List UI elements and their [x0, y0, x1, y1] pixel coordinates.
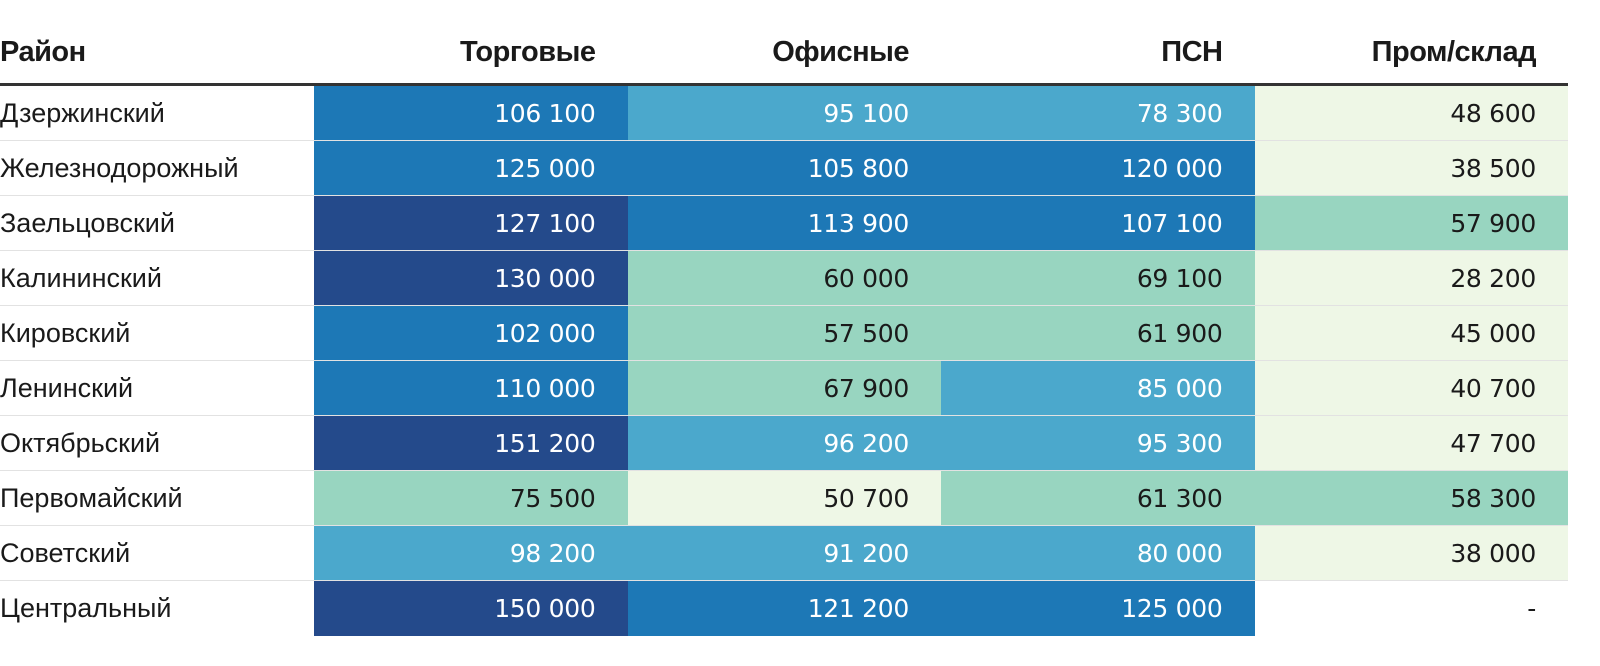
heatmap-cell-industrial-warehouse: 58 300	[1254, 471, 1568, 525]
heatmap-cell-retail: 125 000	[314, 141, 628, 195]
heatmap-cell-retail: 150 000	[314, 581, 628, 636]
heatmap-cell-office: 60 000	[627, 251, 941, 305]
table-row: Заельцовский 127 100 113 900 107 100 57 900	[0, 196, 1568, 251]
district-name-cell: Советский	[0, 526, 314, 580]
heatmap-cell-psn: 61 900	[941, 306, 1255, 360]
heatmap-cell-psn: 80 000	[941, 526, 1255, 580]
column-header-psn: ПСН	[1161, 36, 1223, 68]
heatmap-cell-office: 57 500	[627, 306, 941, 360]
heatmap-cell-psn: 61 300	[941, 471, 1255, 525]
heatmap-cell-retail: 102 000	[314, 306, 628, 360]
heatmap-cell-psn: 125 000	[941, 581, 1255, 636]
heatmap-cell-psn: 107 100	[941, 196, 1255, 250]
heatmap-cell-office: 95 100	[627, 86, 941, 140]
heatmap-cell-industrial-warehouse: 38 000	[1254, 526, 1568, 580]
table-row: Октябрьский 151 200 96 200 95 300 47 700	[0, 416, 1568, 471]
heatmap-cell-psn: 78 300	[941, 86, 1255, 140]
heatmap-cell-retail: 151 200	[314, 416, 628, 470]
heatmap-cell-office: 105 800	[627, 141, 941, 195]
heatmap-cell-office: 96 200	[627, 416, 941, 470]
table-row: Первомайский 75 500 50 700 61 300 58 300	[0, 471, 1568, 526]
district-name-cell: Калининский	[0, 251, 314, 305]
heatmap-cell-retail: 75 500	[314, 471, 628, 525]
column-header-retail: Торговые	[460, 36, 596, 68]
heatmap-cell-psn: 120 000	[941, 141, 1255, 195]
heatmap-cell-office: 50 700	[627, 471, 941, 525]
table-row: Дзержинский 106 100 95 100 78 300 48 600	[0, 86, 1568, 141]
heatmap-cell-psn: 85 000	[941, 361, 1255, 415]
heatmap-cell-industrial-warehouse: 40 700	[1254, 361, 1568, 415]
heatmap-cell-retail: 98 200	[314, 526, 628, 580]
district-name-cell: Дзержинский	[0, 86, 314, 140]
district-name-cell: Первомайский	[0, 471, 314, 525]
table-header: Район Торговые Офисные ПСН Пром/склад	[0, 18, 1568, 86]
heatmap-cell-industrial-warehouse: 47 700	[1254, 416, 1568, 470]
heatmap-cell-office: 67 900	[627, 361, 941, 415]
table-body: Дзержинский 106 100 95 100 78 300 48 600 Желе…	[0, 86, 1568, 636]
heatmap-cell-industrial-warehouse: 48 600	[1254, 86, 1568, 140]
table-row: Центральный 150 000 121 200 125 000-	[0, 581, 1568, 636]
district-name-cell: Железнодорожный	[0, 141, 314, 195]
district-name-cell: Октябрьский	[0, 416, 314, 470]
table-row: Калининский 130 000 60 000 69 100 28 200	[0, 251, 1568, 306]
heatmap-cell-industrial-warehouse: 45 000	[1254, 306, 1568, 360]
table-row: Советский 98 200 91 200 80 000 38 000	[0, 526, 1568, 581]
heatmap-cell-psn: 95 300	[941, 416, 1255, 470]
column-header-district: Район	[0, 36, 86, 68]
heatmap-cell-industrial-warehouse: 38 500	[1254, 141, 1568, 195]
heatmap-cell-office: 113 900	[627, 196, 941, 250]
column-header-industrial-warehouse: Пром/склад	[1371, 36, 1537, 68]
district-name-cell: Кировский	[0, 306, 314, 360]
heatmap-cell-retail: 106 100	[314, 86, 628, 140]
district-name-cell: Заельцовский	[0, 196, 314, 250]
heatmap-cell-industrial-warehouse: 28 200	[1254, 251, 1568, 305]
district-name-cell: Ленинский	[0, 361, 314, 415]
heatmap-cell-industrial-warehouse: -	[1254, 581, 1568, 636]
column-header-office: Офисные	[772, 36, 909, 68]
table-row: Кировский 102 000 57 500 61 900 45 000	[0, 306, 1568, 361]
heatmap-cell-retail: 127 100	[314, 196, 628, 250]
heatmap-cell-industrial-warehouse: 57 900	[1254, 196, 1568, 250]
heatmap-cell-office: 91 200	[627, 526, 941, 580]
heatmap-cell-office: 121 200	[627, 581, 941, 636]
heatmap-cell-psn: 69 100	[941, 251, 1255, 305]
heatmap-cell-retail: 110 000	[314, 361, 628, 415]
table-row: Железнодорожный 125 000 105 800 120 000 38 5…	[0, 141, 1568, 196]
heatmap-cell-retail: 130 000	[314, 251, 628, 305]
district-name-cell: Центральный	[0, 581, 314, 636]
price-table: Район Торговые Офисные ПСН Пром/склад Дз…	[0, 18, 1568, 636]
table-row: Ленинский 110 000 67 900 85 000 40 700	[0, 361, 1568, 416]
